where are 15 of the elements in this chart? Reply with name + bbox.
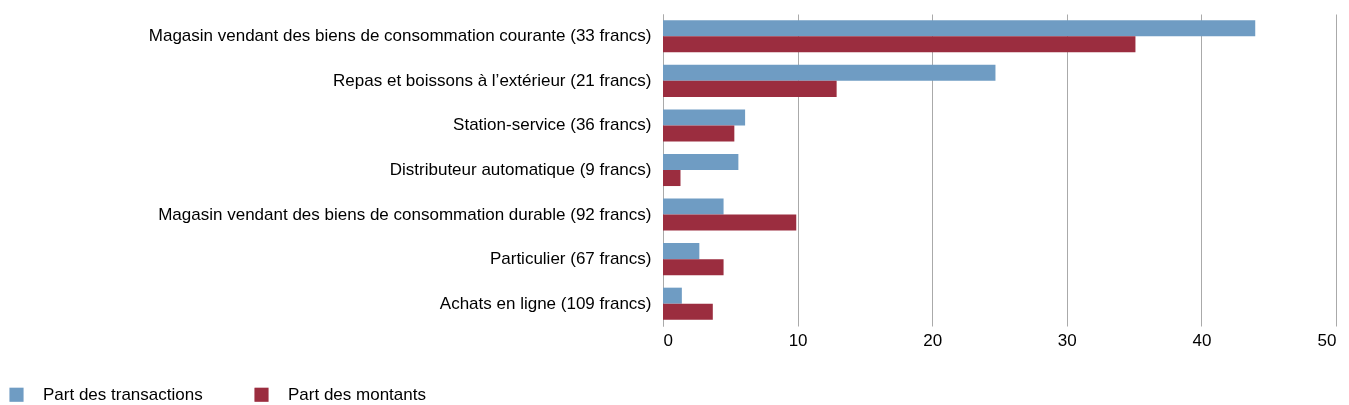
legend-label: Part des transactions (43, 384, 203, 404)
y-tick-label: Magasin vendant des biens de consommation courante (33 francs) (148, 26, 652, 46)
y-tick-label: Magasin vendant des biens de consommation durable (92 francs) (158, 204, 652, 224)
y-tick-label: Achats en ligne (109 francs) (439, 293, 652, 313)
legend-label: Part des montants (288, 384, 426, 404)
x-tick-label: 50 (1317, 330, 1337, 350)
x-tick-label: 0 (663, 330, 673, 350)
y-tick-label: Station-service (36 francs) (453, 115, 652, 135)
x-tick-label: 40 (1192, 330, 1212, 350)
y-tick-label: Particulier (67 francs) (489, 249, 652, 269)
y-tick-label: Distributeur automatique (9 francs) (389, 160, 652, 179)
x-tick-label: 10 (788, 330, 808, 350)
x-tick-label: 20 (923, 330, 943, 350)
y-tick-label: Repas et boissons à l’extérieur (21 francs) (333, 70, 652, 90)
x-tick-label: 30 (1057, 330, 1077, 350)
